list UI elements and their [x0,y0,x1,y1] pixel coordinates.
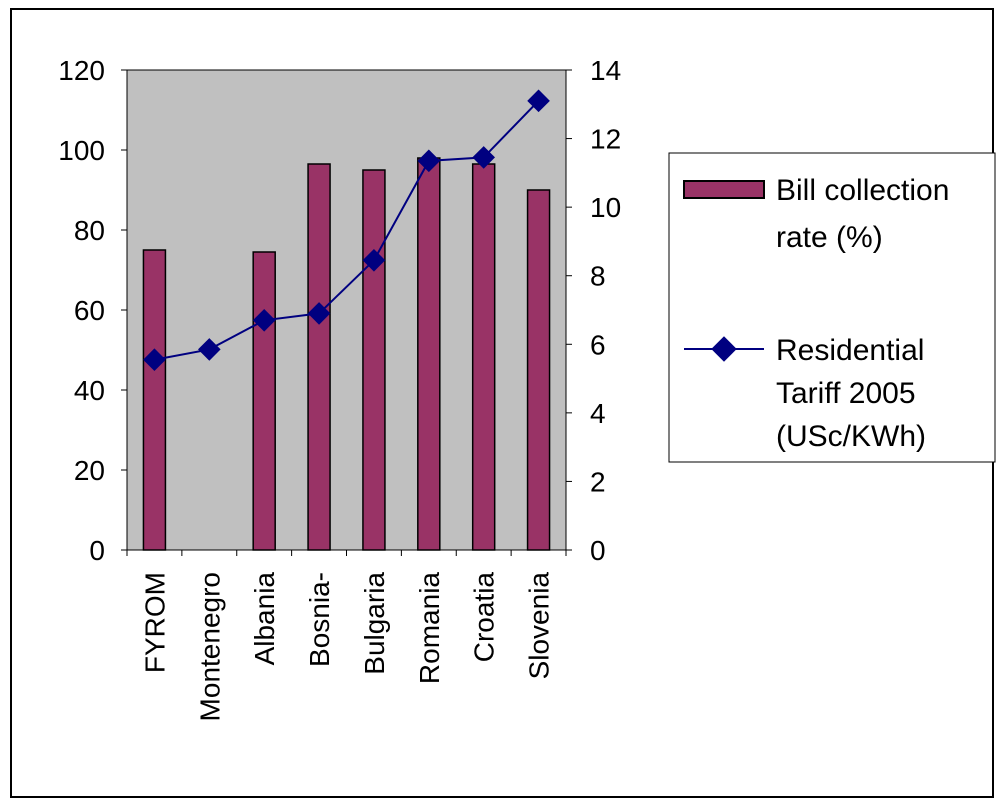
bar-romania [417,157,441,551]
right-tick-label: 4 [590,398,606,429]
plot-area [126,69,567,551]
legend-line-label-line1: Residential [776,334,924,367]
tariff-point-bulgaria [362,248,386,272]
left-tick-label: 20 [74,455,105,486]
left-tick-label: 40 [74,375,105,406]
tariff-point-albania [252,308,276,332]
bar-bosnia [307,163,331,551]
x-tick-label: Slovenia [524,572,555,680]
right-tick-label: 10 [590,192,621,223]
x-tick-label: Albania [249,572,280,666]
left-tick-label: 0 [89,535,105,566]
legend: Bill collection rate (%) Residential Tar… [668,152,996,463]
right-tick-label: 6 [590,329,606,360]
legend-line-label-line3: (USc/KWh) [776,420,926,453]
bar-albania [252,251,276,551]
left-tick-label: 60 [74,295,105,326]
legend-bar-label-line2: rate (%) [776,221,883,254]
right-axis-ticks: 0 2 4 6 8 10 12 14 [566,55,621,566]
right-tick-label: 2 [590,466,606,497]
right-tick-label: 14 [590,55,621,86]
legend-line-label-line2: Tariff 2005 [776,377,916,410]
bar-croatia [471,163,496,551]
bar-fyrom [142,249,167,551]
tariff-point-slovenia [527,89,550,113]
legend-line-marker [711,336,737,362]
x-tick-label: Croatia [469,572,500,663]
x-axis-ticks: FYROM Montenegro Albania Bosnia- Bulgaria Rom… [126,550,567,721]
right-tick-label: 0 [590,535,606,566]
left-tick-label: 120 [58,55,105,86]
right-tick-label: 12 [590,124,621,155]
left-tick-label: 100 [58,135,105,166]
left-tick-label: 80 [74,215,105,246]
x-tick-label: Bosnia- [304,572,335,667]
legend-bar-label-line1: Bill collection [776,174,949,207]
tariff-point-bosnia [307,302,331,325]
left-axis-ticks: 0 20 40 60 80 100 120 [58,55,127,566]
x-tick-label: FYROM [139,572,170,673]
x-tick-label: Montenegro [194,572,225,721]
legend-box [668,152,996,463]
legend-bar-swatch [683,180,765,199]
bar-bulgaria [362,169,386,551]
x-tick-label: Romania [414,572,445,684]
bar-slovenia [526,189,551,551]
right-tick-label: 8 [590,261,606,292]
x-tick-label: Bulgaria [359,572,390,675]
